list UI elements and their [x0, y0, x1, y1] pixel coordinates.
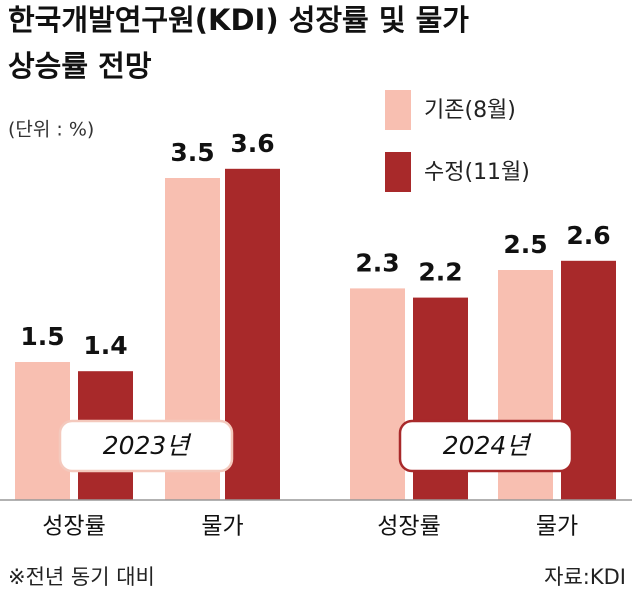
bar [350, 288, 405, 500]
value-label: 3.6 [230, 129, 274, 158]
legend-swatch [385, 90, 411, 130]
group-box [398, 419, 574, 473]
note: ※전년 동기 대비 [8, 565, 155, 589]
value-label: 3.5 [170, 138, 214, 167]
group-label: 2024년 [443, 431, 533, 460]
x-tick-label: 성장률 [377, 514, 440, 540]
legend-label: 기존(8월) [424, 98, 516, 123]
source: 자료:KDI [544, 565, 626, 589]
value-label: 1.5 [20, 322, 64, 351]
unit-label: (단위 : %) [8, 119, 94, 141]
legend-swatch [385, 152, 411, 192]
x-tick-label: 성장률 [42, 514, 105, 540]
chart-title: 한국개발연구원(KDI) 성장률 및 물가 [8, 3, 469, 37]
x-tick-label: 물가 [536, 514, 578, 540]
value-label: 2.5 [503, 230, 547, 259]
group-box [58, 419, 234, 473]
bar [225, 168, 280, 501]
group-label: 2023년 [103, 431, 193, 460]
chart-title: 상승률 전망 [8, 49, 152, 83]
value-label: 1.4 [83, 331, 127, 360]
legend-label: 수정(11월) [424, 160, 530, 185]
value-label: 2.6 [566, 221, 610, 250]
x-tick-label: 물가 [201, 514, 243, 540]
value-label: 2.3 [355, 248, 399, 277]
value-label: 2.2 [418, 258, 462, 287]
